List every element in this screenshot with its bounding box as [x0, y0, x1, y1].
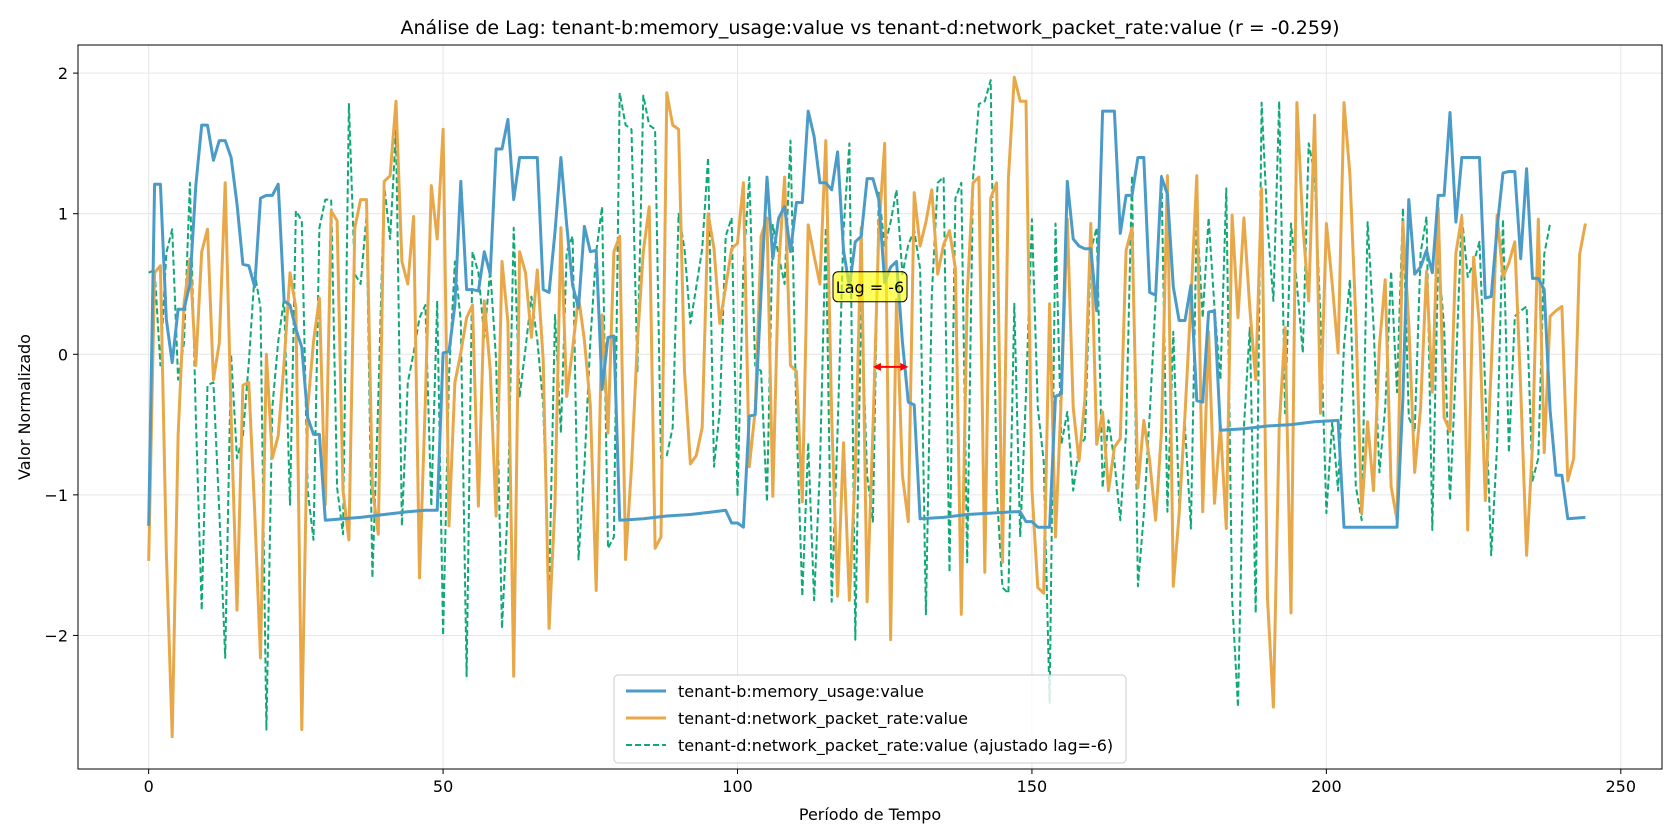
lag-label: Lag = -6 [836, 278, 904, 297]
y-tick-label: −1 [44, 486, 68, 505]
y-tick-label: 0 [58, 345, 68, 364]
series-network-packet-rate-line [147, 75, 1587, 739]
lag-arrow-head-left [872, 362, 881, 371]
x-tick-label: 200 [1311, 777, 1342, 796]
y-tick-label: −2 [44, 626, 68, 645]
legend-box [613, 674, 1127, 764]
legend-item-network-packet-rate-label: tenant-d:network_packet_rate:value [678, 709, 968, 729]
legend: tenant-b:memory_usage:value tenant-d:netw… [613, 674, 1127, 764]
x-tick-label: 250 [1606, 777, 1637, 796]
legend-item-memory-usage-label: tenant-b:memory_usage:value [678, 682, 924, 702]
x-tick-label: 150 [1017, 777, 1048, 796]
legend-item-network-packet-rate-lag-adjusted-label: tenant-d:network_packet_rate:value (ajus… [678, 736, 1113, 756]
series-memory-usage-line [147, 109, 1586, 529]
chart-title: Análise de Lag: tenant-b:memory_usage:va… [401, 17, 1340, 39]
y-axis-label: Valor Normalizado [15, 334, 34, 480]
plot-frame [77, 44, 1663, 770]
x-axis: 0 50 100 150 200 250 [144, 769, 1636, 796]
x-axis-label: Período de Tempo [799, 805, 941, 824]
y-tick-label: 1 [58, 205, 68, 224]
x-tick-label: 50 [433, 777, 453, 796]
lag-annotation: Lag = -6 [832, 271, 909, 371]
lag-arrow-head-right [900, 362, 909, 371]
y-axis: −2 −1 0 1 2 [44, 64, 78, 645]
lag-label-box [832, 271, 908, 303]
y-tick-label: 2 [58, 64, 68, 83]
series-lines [147, 75, 1587, 739]
x-tick-label: 0 [144, 777, 154, 796]
x-tick-label: 100 [722, 777, 753, 796]
